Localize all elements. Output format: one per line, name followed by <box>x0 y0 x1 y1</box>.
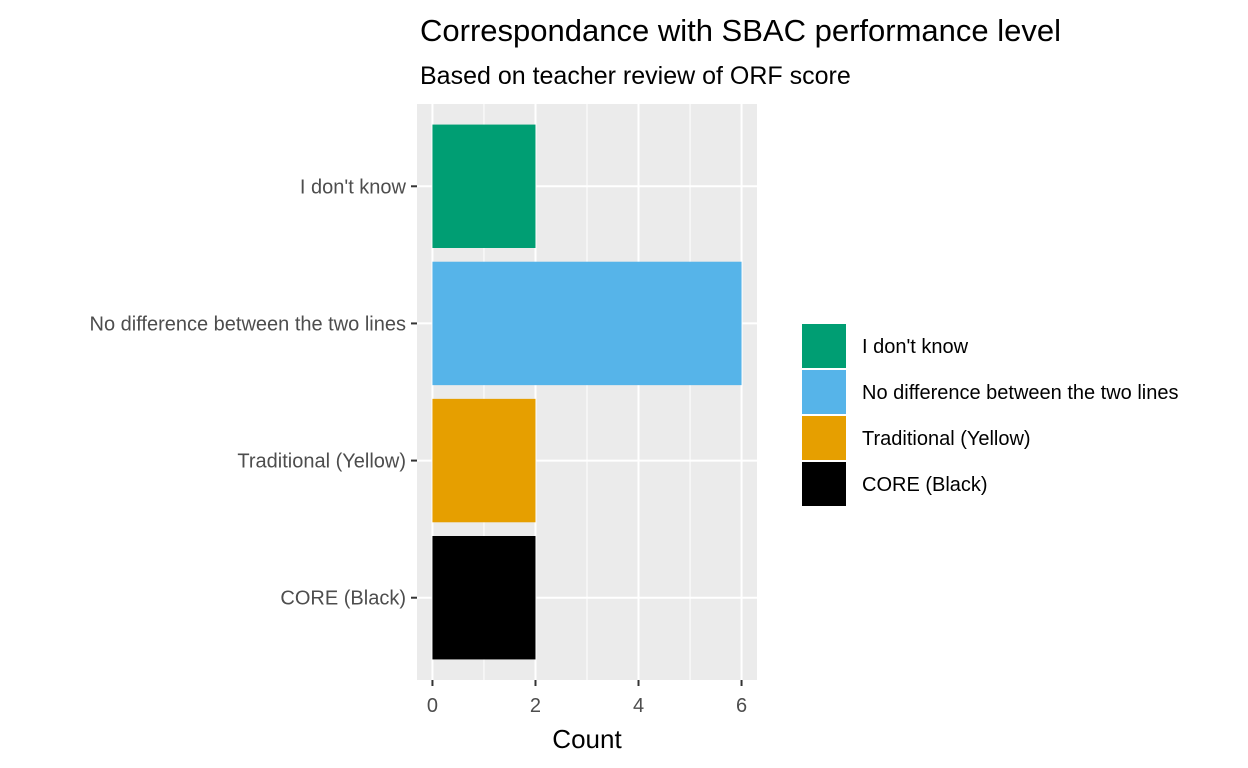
legend-label: CORE (Black) <box>862 474 988 496</box>
chart-subtitle: Based on teacher review of ORF score <box>420 62 851 90</box>
y-tick-label: Traditional (Yellow) <box>237 451 406 473</box>
legend-key <box>800 460 848 508</box>
legend: I don't know No difference between the tw… <box>800 322 1179 508</box>
x-tick-label: 4 <box>633 695 644 717</box>
x-tick-label: 0 <box>427 695 438 717</box>
x-axis: 0 2 4 6 <box>427 680 747 717</box>
bar <box>432 536 536 660</box>
legend-label: No difference between the two lines <box>862 382 1179 404</box>
legend-key <box>800 368 848 416</box>
x-tick-label: 6 <box>736 695 747 717</box>
legend-key <box>800 322 848 370</box>
bar <box>432 398 536 523</box>
bar <box>432 124 536 248</box>
bar <box>432 261 742 386</box>
legend-key <box>800 414 848 462</box>
y-axis: I don't know No difference between the tw… <box>90 176 417 610</box>
y-tick-label: I don't know <box>300 176 407 198</box>
y-tick-label: CORE (Black) <box>280 588 406 610</box>
x-tick-label: 2 <box>530 695 541 717</box>
chart-title: Correspondance with SBAC performance lev… <box>420 13 1061 48</box>
bars <box>432 124 742 660</box>
legend-label: I don't know <box>862 336 969 358</box>
y-tick-label: No difference between the two lines <box>90 313 407 335</box>
x-axis-title: Count <box>552 724 622 754</box>
legend-label: Traditional (Yellow) <box>862 428 1031 450</box>
